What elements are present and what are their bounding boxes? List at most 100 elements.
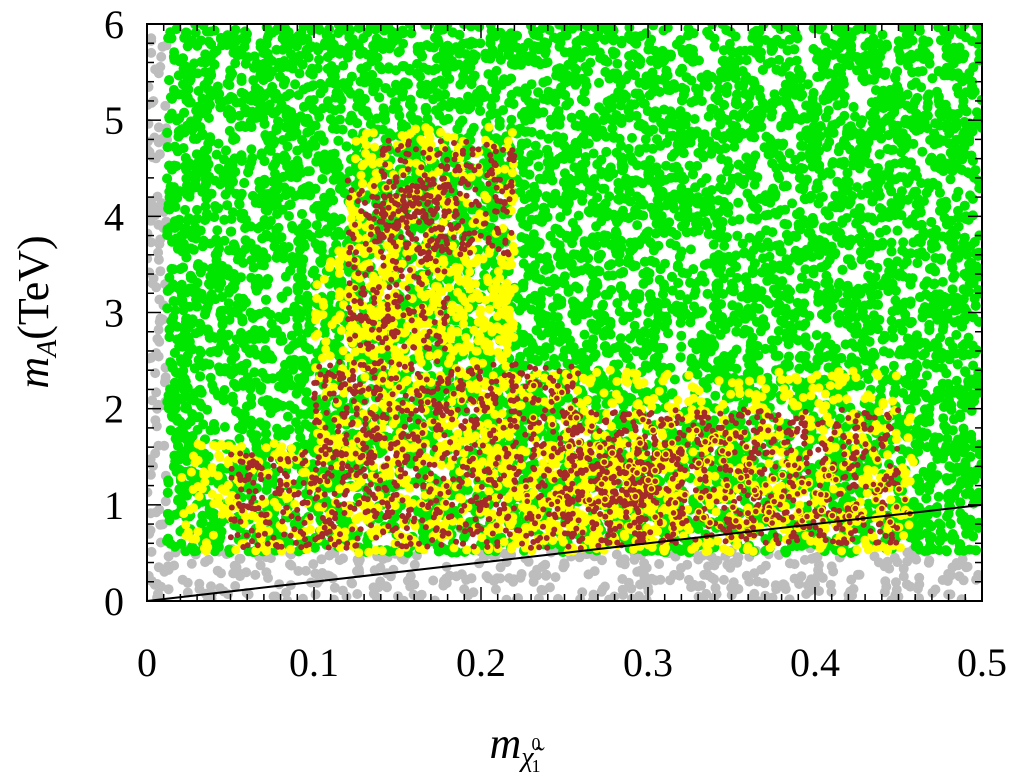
data-point: [912, 583, 923, 594]
data-point: [580, 62, 591, 72]
data-point: [845, 586, 856, 597]
data-point: [371, 592, 382, 601]
data-point: [794, 579, 805, 589]
data-point: [405, 571, 416, 582]
data-point: [665, 238, 676, 249]
data-point: [697, 270, 707, 281]
data-point: [334, 555, 345, 566]
data-point: [495, 573, 506, 584]
data-point: [632, 220, 643, 231]
data-point: [733, 584, 744, 594]
data-point: [147, 570, 154, 581]
data-point: [784, 594, 795, 601]
data-point: [290, 79, 301, 90]
data-point: [155, 519, 166, 530]
data-point: [300, 565, 311, 576]
data-point: [212, 565, 223, 576]
data-point: [186, 558, 197, 569]
data-point: [310, 589, 321, 600]
data-point: [293, 566, 304, 576]
data-point: [329, 582, 340, 593]
data-point: [752, 596, 763, 601]
data-point: [533, 161, 544, 172]
data-point: [937, 575, 948, 585]
data-point: [641, 594, 652, 601]
data-point: [654, 559, 665, 569]
data-point: [268, 591, 279, 601]
data-point: [156, 51, 167, 62]
data-point: [151, 282, 162, 293]
data-point: [892, 557, 903, 568]
data-point: [873, 557, 884, 568]
points-layer: [147, 24, 982, 601]
data-point: [152, 579, 163, 589]
data-point: [880, 576, 891, 587]
data-point: [518, 258, 529, 269]
data-point: [933, 491, 944, 502]
data-point: [354, 554, 365, 565]
data-point: [699, 569, 710, 580]
data-point: [147, 82, 154, 92]
data-point: [153, 137, 164, 148]
data-point: [594, 77, 604, 88]
data-point: [147, 528, 155, 539]
data-point: [756, 564, 767, 575]
data-point: [789, 559, 800, 570]
data-point: [801, 589, 812, 599]
data-point: [701, 588, 712, 599]
data-point: [712, 555, 723, 566]
data-point: [611, 549, 622, 560]
data-point: [147, 206, 154, 217]
data-point: [924, 555, 935, 566]
data-point: [157, 314, 168, 325]
data-point: [495, 562, 506, 573]
data-point: [744, 576, 755, 587]
data-point: [891, 577, 901, 588]
data-point: [300, 419, 311, 429]
data-point: [575, 594, 586, 601]
data-point: [466, 573, 477, 584]
data-point: [846, 574, 857, 585]
data-point: [203, 594, 213, 601]
data-point: [814, 586, 824, 596]
data-point: [394, 46, 405, 57]
data-point: [468, 587, 479, 598]
data-point: [553, 593, 563, 601]
data-point: [932, 86, 942, 97]
data-point: [603, 270, 613, 281]
data-point: [153, 440, 164, 451]
data-point: [888, 360, 899, 371]
data-point: [733, 197, 744, 208]
data-point: [308, 559, 319, 570]
data-point: [481, 571, 492, 581]
data-point: [192, 204, 202, 215]
data-point: [614, 306, 625, 317]
data-point: [604, 594, 615, 601]
data-point: [559, 559, 570, 570]
data-point: [263, 573, 273, 583]
data-point: [752, 576, 763, 587]
data-point: [284, 211, 294, 221]
data-point: [799, 554, 810, 565]
data-point: [150, 64, 161, 75]
data-point: [971, 574, 982, 585]
data-point: [550, 572, 561, 583]
data-point: [368, 582, 379, 593]
data-point: [708, 592, 719, 601]
data-point: [405, 581, 416, 592]
data-point: [597, 555, 607, 566]
data-point: [228, 568, 239, 579]
data-point: [200, 557, 211, 568]
data-point: [703, 561, 714, 572]
data-point: [523, 556, 534, 567]
data-point: [154, 149, 165, 160]
data-point: [382, 582, 392, 593]
data-point: [154, 239, 165, 250]
data-point: [236, 272, 246, 283]
data-point: [617, 574, 628, 584]
data-point: [886, 315, 897, 326]
data-point: [246, 144, 257, 155]
data-point: [639, 558, 650, 569]
data-point: [618, 589, 629, 600]
